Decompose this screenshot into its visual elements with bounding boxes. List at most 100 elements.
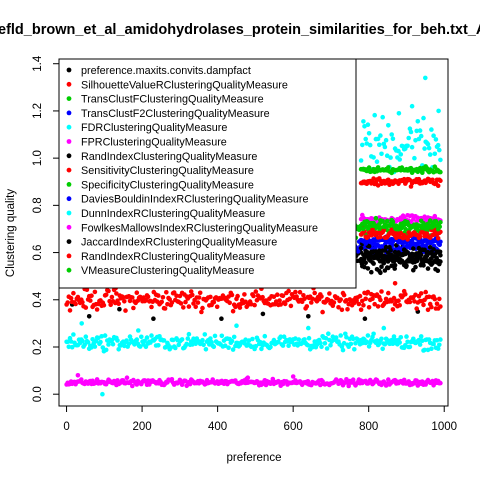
data-point <box>379 336 384 342</box>
data-point <box>149 333 154 338</box>
data-point <box>406 135 412 141</box>
data-point <box>438 253 443 258</box>
data-point <box>389 263 395 269</box>
data-point <box>435 268 441 274</box>
data-point <box>405 250 410 255</box>
data-point <box>378 297 383 303</box>
data-point <box>122 299 127 304</box>
data-point <box>328 343 333 348</box>
data-point <box>433 218 439 224</box>
data-point <box>145 294 151 300</box>
data-point <box>401 377 407 383</box>
legend-label: TransClustF2ClusteringQualityMeasure <box>81 108 270 120</box>
data-point <box>71 332 76 337</box>
data-point <box>106 288 111 294</box>
data-point <box>339 307 345 313</box>
data-point <box>301 293 306 298</box>
data-point <box>380 218 386 224</box>
data-point <box>282 301 288 307</box>
data-point <box>222 343 228 349</box>
data-point <box>365 289 371 295</box>
data-point <box>323 336 329 341</box>
legend-label: RandIndexRClusteringQualityMeasure <box>81 251 265 263</box>
data-point <box>281 334 287 340</box>
data-point <box>425 307 431 313</box>
data-point <box>237 305 243 310</box>
data-point <box>425 221 431 227</box>
data-point <box>252 302 257 308</box>
data-point <box>208 336 213 341</box>
data-point <box>65 300 70 305</box>
data-point <box>227 300 232 306</box>
data-point <box>278 302 284 307</box>
data-point <box>193 304 198 310</box>
data-point <box>245 375 251 381</box>
series-points <box>64 321 443 397</box>
data-point <box>107 298 112 304</box>
data-point <box>101 303 107 308</box>
data-point <box>421 263 426 268</box>
data-point <box>341 292 347 298</box>
data-point <box>380 346 386 352</box>
data-point <box>276 339 281 345</box>
data-point <box>421 115 426 121</box>
data-point <box>379 244 385 249</box>
data-point <box>296 337 302 342</box>
data-point <box>92 289 98 295</box>
data-point <box>124 375 130 381</box>
data-point <box>338 297 344 302</box>
data-point <box>375 183 381 188</box>
data-point <box>344 334 349 340</box>
data-point <box>309 300 314 305</box>
data-point <box>229 338 235 344</box>
data-point <box>426 145 432 151</box>
data-point <box>201 342 206 348</box>
data-point <box>271 294 277 300</box>
data-point <box>381 325 387 331</box>
data-point <box>397 303 403 308</box>
data-point <box>143 344 149 350</box>
data-point <box>386 265 391 271</box>
data-point <box>418 334 424 339</box>
data-point <box>230 347 236 352</box>
data-point <box>169 300 175 305</box>
data-point <box>280 293 286 299</box>
series-points <box>64 281 443 315</box>
data-point <box>65 339 70 345</box>
data-point <box>407 299 413 305</box>
data-point <box>226 345 231 351</box>
data-point <box>314 342 320 348</box>
data-point <box>253 289 259 294</box>
data-point <box>275 292 280 298</box>
data-point <box>233 304 238 310</box>
data-point <box>326 331 331 337</box>
x-tick-label: 600 <box>284 421 303 433</box>
data-point <box>429 346 434 352</box>
legend-label: SensitivityClusteringQualityMeasure <box>81 165 254 177</box>
data-point <box>173 345 178 351</box>
data-point <box>144 335 150 340</box>
data-point <box>214 304 220 310</box>
legend-marker <box>66 196 72 202</box>
data-point <box>363 136 369 142</box>
data-point <box>83 305 89 310</box>
data-point <box>103 347 109 353</box>
legend-label: SilhouetteValueRClusteringQualityMeasure <box>81 79 288 91</box>
legend-label: JaccardIndexRClusteringQualityMeasure <box>81 237 277 249</box>
data-point <box>429 304 434 310</box>
data-point <box>159 299 164 305</box>
data-point <box>169 377 175 382</box>
y-tick-label: 0.4 <box>32 291 44 308</box>
data-point <box>397 340 403 345</box>
data-point <box>388 254 393 259</box>
data-point <box>179 337 185 342</box>
data-point <box>178 301 184 306</box>
data-point <box>421 302 426 308</box>
data-point <box>318 340 323 346</box>
data-point <box>397 157 403 162</box>
data-point <box>211 299 217 305</box>
data-point <box>114 291 119 296</box>
legend-marker <box>66 124 72 130</box>
data-point <box>219 316 224 322</box>
data-point <box>438 169 443 175</box>
